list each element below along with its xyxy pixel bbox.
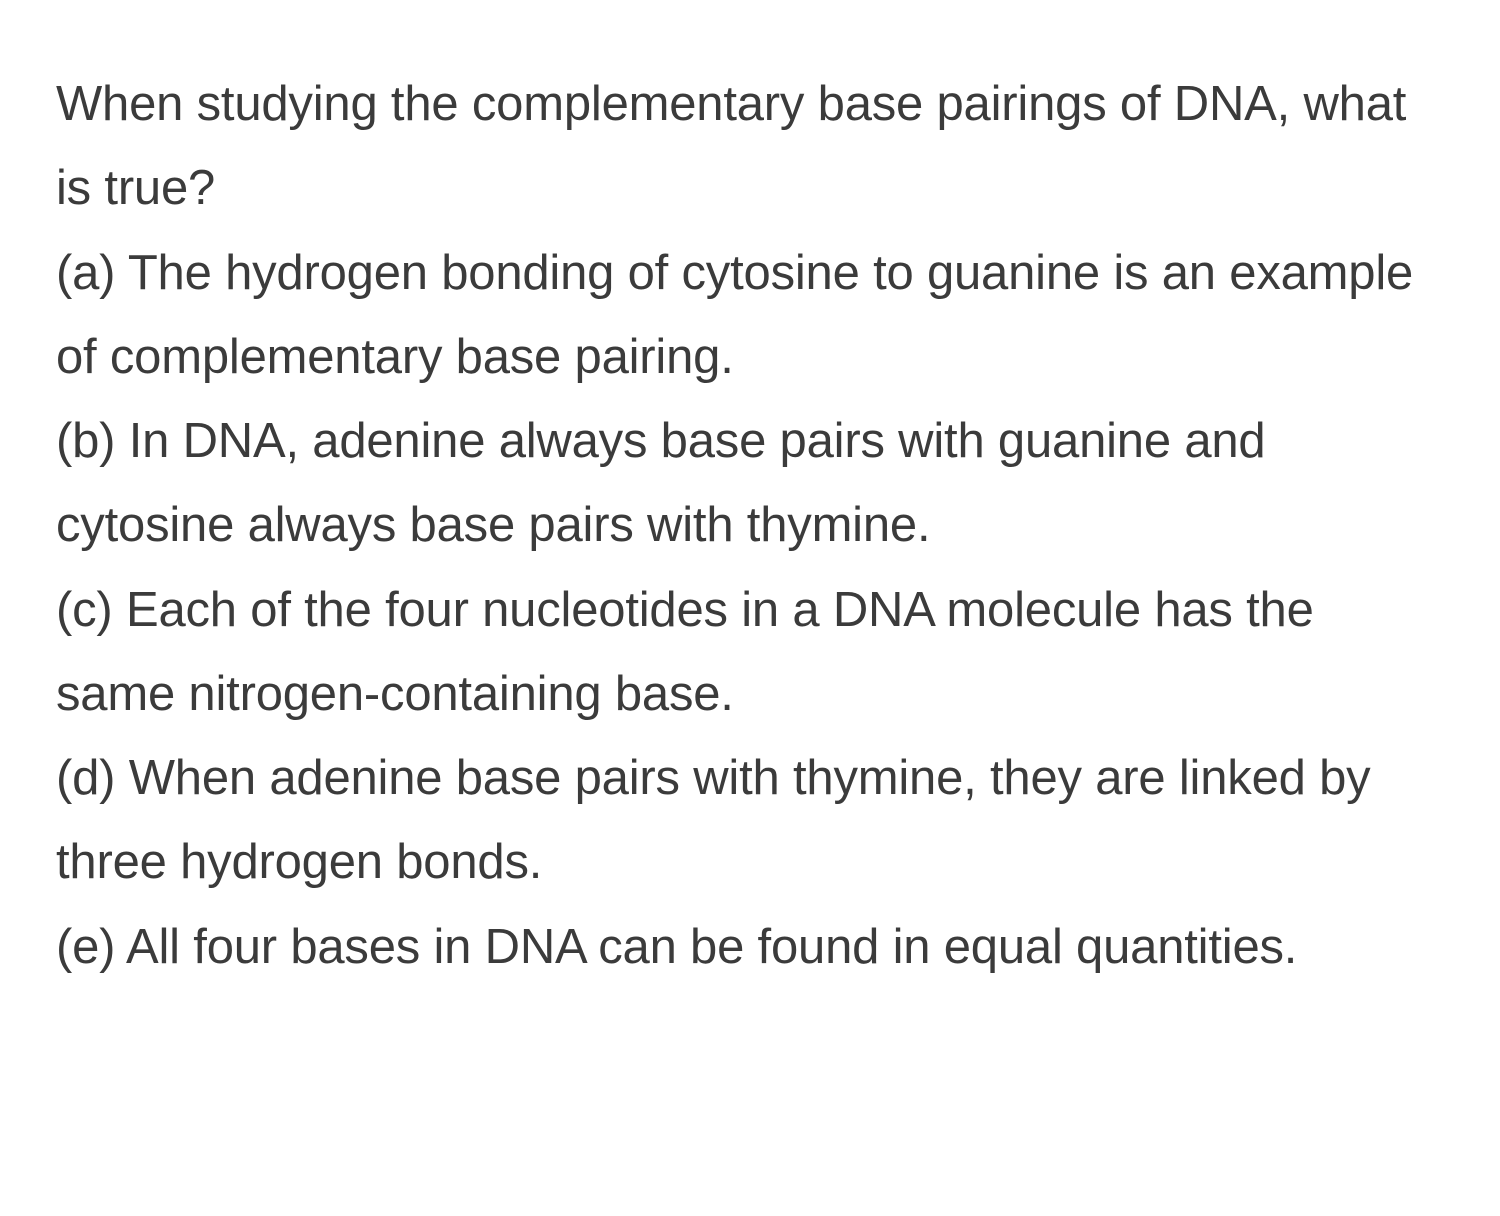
option-d-text: When adenine base pairs with thymine, th… <box>56 751 1370 889</box>
option-c-label: (c) <box>56 583 113 637</box>
question-stem: When studying the complementary base pai… <box>56 62 1444 231</box>
option-e: (e) All four bases in DNA can be found i… <box>56 905 1444 989</box>
option-a-label: (a) <box>56 246 115 300</box>
option-d-label: (d) <box>56 751 115 805</box>
option-a: (a) The hydrogen bonding of cytosine to … <box>56 231 1444 400</box>
question-page: When studying the complementary base pai… <box>0 0 1500 1216</box>
option-c-text: Each of the four nucleotides in a DNA mo… <box>56 583 1314 721</box>
option-e-label: (e) <box>56 920 115 974</box>
option-b-label: (b) <box>56 414 115 468</box>
option-d: (d) When adenine base pairs with thymine… <box>56 736 1444 905</box>
option-b-text: In DNA, adenine always base pairs with g… <box>56 414 1265 552</box>
option-b: (b) In DNA, adenine always base pairs wi… <box>56 399 1444 568</box>
option-e-text: All four bases in DNA can be found in eq… <box>126 920 1297 974</box>
option-a-text: The hydrogen bonding of cytosine to guan… <box>56 246 1413 384</box>
option-c: (c) Each of the four nucleotides in a DN… <box>56 568 1444 737</box>
